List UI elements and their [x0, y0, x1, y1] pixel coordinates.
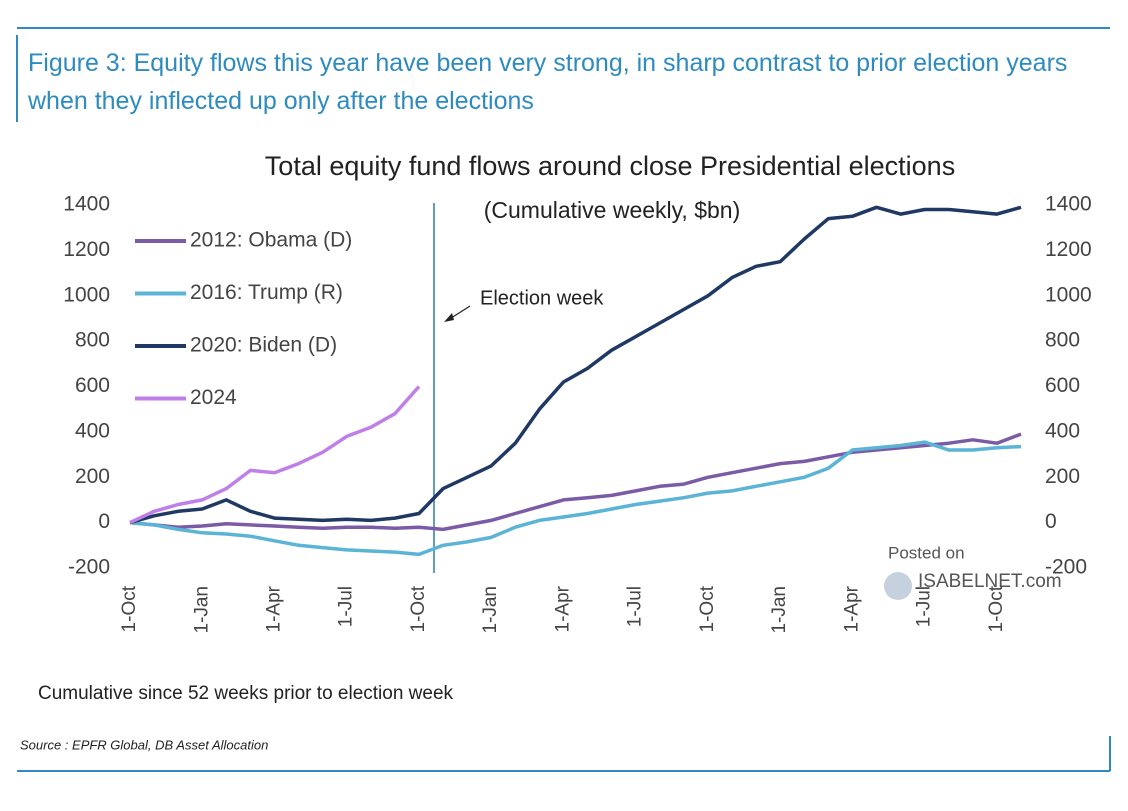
figure-title-box: Figure 3: Equity flows this year have be…	[28, 49, 1068, 115]
y2-tick-label: -200	[1045, 556, 1087, 579]
y-tick-label: 1400	[63, 193, 110, 216]
legend-label: 2020: Biden (D)	[190, 334, 337, 357]
series-line	[129, 432, 1022, 532]
y2-tick-label: 400	[1045, 419, 1080, 442]
x-tick-label: 1-Oct	[697, 585, 718, 632]
watermark-line: ISABELNET.com	[918, 571, 1062, 592]
legend-label: 2012: Obama (D)	[190, 229, 352, 252]
y2-tick-label: 1000	[1045, 283, 1092, 306]
annotation: Election week	[480, 287, 604, 309]
x-tick-label: 1-Oct	[408, 585, 429, 632]
source: Source : EPFR Global, DB Asset Allocatio…	[20, 737, 268, 752]
x-tick-label: 1-Jan	[480, 586, 501, 634]
chart-title: Total equity fund flows around close Pre…	[265, 151, 955, 181]
chart-subtitle: (Cumulative weekly, $bn)	[484, 197, 741, 223]
y2-tick-label: 0	[1045, 510, 1057, 533]
x-tick-label: 1-Apr	[264, 585, 285, 632]
x-tick-label: 1-Oct	[119, 585, 140, 632]
y-tick-label: 1200	[63, 238, 110, 261]
series-line	[129, 385, 421, 525]
x-tick-label: 1-Jul	[336, 586, 357, 627]
y-tick-label: 800	[75, 329, 110, 352]
legend-label: 2016: Trump (R)	[190, 281, 343, 304]
x-tick-label: 1-Jul	[625, 586, 646, 627]
y2-tick-label: 1400	[1045, 193, 1092, 216]
x-tick-label: 1-Jul	[914, 586, 935, 627]
y2-tick-label: 600	[1045, 374, 1080, 397]
y-tick-label: 200	[75, 465, 110, 488]
legend-label: 2024	[190, 386, 237, 409]
watermark-logo	[884, 572, 912, 600]
y2-tick-label: 200	[1045, 465, 1080, 488]
x-tick-label: 1-Jan	[191, 586, 212, 634]
watermark-line: Posted on	[888, 543, 965, 562]
y-tick-label: 400	[75, 419, 110, 442]
note: Cumulative since 52 weeks prior to elect…	[38, 683, 454, 704]
x-tick-label: 1-Jan	[769, 586, 790, 634]
y2-tick-label: 800	[1045, 329, 1080, 352]
annotation-arrowhead	[444, 313, 454, 322]
series-line	[129, 205, 1022, 525]
y-tick-label: 0	[98, 510, 110, 533]
x-tick-label: 1-Oct	[986, 585, 1007, 632]
series-line	[129, 440, 1022, 557]
x-tick-label: 1-Apr	[841, 585, 862, 632]
x-tick-label: 1-Apr	[552, 585, 573, 632]
figure-title: Figure 3: Equity flows this year have be…	[28, 49, 1068, 115]
y-tick-label: 1000	[63, 283, 110, 306]
y2-tick-label: 1200	[1045, 238, 1092, 261]
y-tick-label: 600	[75, 374, 110, 397]
y-tick-label: -200	[68, 556, 110, 579]
